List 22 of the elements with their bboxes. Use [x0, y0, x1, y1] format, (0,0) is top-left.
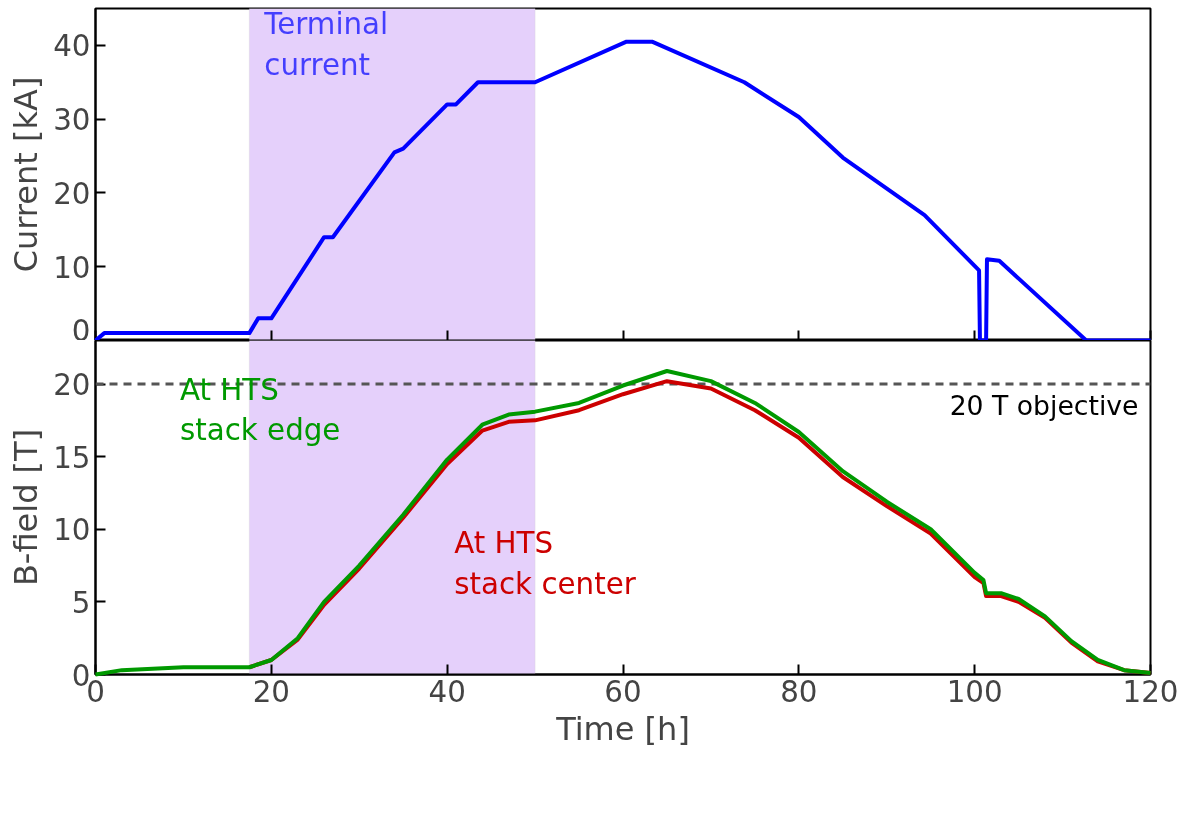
x-tick-label: 40 [428, 674, 466, 709]
y-tick-label: 10 [53, 513, 91, 548]
x-tick-label: 80 [780, 674, 818, 709]
y-tick-label: 15 [53, 440, 91, 475]
y-tick-label: 20 [53, 368, 91, 403]
series-label: At HTS stack center [454, 526, 637, 602]
y-tick-label: 30 [53, 103, 91, 138]
x-tick-label: 120 [1122, 674, 1179, 709]
y-tick-label: 40 [53, 29, 91, 64]
y-tick-label: 5 [71, 585, 91, 620]
y-tick-label: 20 [53, 176, 91, 211]
series-label: Terminal current [263, 6, 389, 82]
x-tick-label: 100 [946, 674, 1003, 709]
text: At HTS stack edge [179, 372, 341, 448]
x-tick-label: 60 [604, 674, 642, 709]
ref-line-label: 20 T objective [949, 390, 1139, 422]
y-axis-title: Current [kA] [7, 76, 46, 273]
x-axis-title: Time [h] [555, 709, 690, 748]
y-axis-title: B-field [T] [7, 428, 46, 587]
y-tick-label: 0 [71, 313, 91, 348]
x-tick-label: 20 [252, 674, 290, 709]
y-tick-label: 10 [53, 250, 91, 285]
